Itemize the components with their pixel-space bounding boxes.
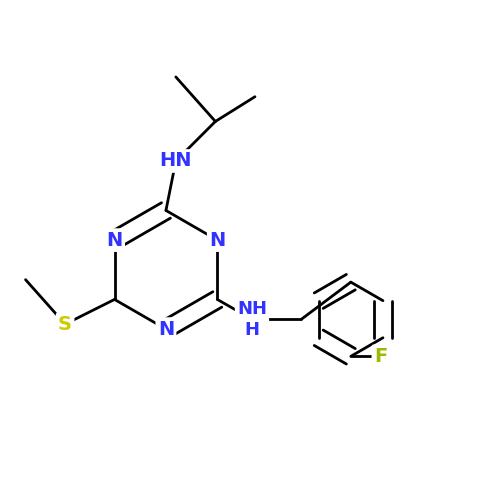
Text: N: N: [158, 320, 174, 338]
Text: N: N: [106, 230, 122, 250]
Text: N: N: [209, 230, 226, 250]
Text: NH
H: NH H: [237, 300, 267, 339]
Text: F: F: [374, 347, 387, 366]
Text: S: S: [58, 314, 72, 334]
Text: HN: HN: [160, 152, 192, 171]
